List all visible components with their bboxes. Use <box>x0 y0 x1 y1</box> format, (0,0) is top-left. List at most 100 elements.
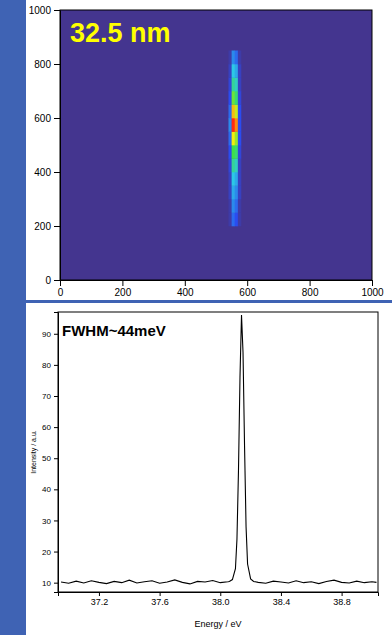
tick: 37.2 <box>91 592 109 607</box>
heatmap-cell <box>238 172 241 186</box>
heatmap-cell <box>232 159 235 173</box>
tick: 600 <box>239 280 256 298</box>
tick-mark <box>310 280 311 286</box>
tick-label: 800 <box>302 287 319 298</box>
heatmap-cell <box>228 145 231 159</box>
tick-label: 37.6 <box>151 597 169 607</box>
axis-line <box>54 313 59 593</box>
tick: 70 <box>42 392 58 401</box>
heatmap-cell <box>238 51 241 65</box>
heatmap-cell <box>238 132 241 146</box>
tick-label: 400 <box>34 167 51 178</box>
tick-mark <box>281 592 282 596</box>
tick-mark <box>54 520 58 521</box>
tick-mark <box>160 592 161 596</box>
y-axis: 102030405060708090 <box>42 313 58 593</box>
heatmap-cell <box>235 105 238 119</box>
tick: 50 <box>42 454 58 463</box>
tick-mark <box>122 280 123 286</box>
tick-mark <box>54 396 58 397</box>
tick: 200 <box>115 280 132 298</box>
axis-line <box>60 11 61 281</box>
heatmap-cell <box>238 213 241 227</box>
heatmap-cells <box>228 51 241 227</box>
tick: 30 <box>42 517 58 526</box>
tick-label: 37.2 <box>91 597 109 607</box>
tick: 38.4 <box>273 592 291 607</box>
tick: 38.0 <box>212 592 230 607</box>
heatmap-cell <box>228 51 231 65</box>
tick-label: 0 <box>58 287 64 298</box>
tick-label: 80 <box>42 361 51 370</box>
heatmap-cell <box>238 186 241 200</box>
tick-label: 20 <box>42 548 51 557</box>
y-axis: 0 200 400 600 800 1000 <box>29 5 61 286</box>
tick-mark <box>220 592 221 596</box>
heatmap-cell <box>238 145 241 159</box>
heatmap-cell <box>235 199 238 213</box>
tick-label: 70 <box>42 392 51 401</box>
heatmap-chart: 0 200 400 600 800 10000 200 400 600 800 1000 32.5 n… <box>26 0 392 300</box>
annotation: FWHM~44meV <box>62 322 166 339</box>
tick-mark <box>54 64 60 65</box>
y-axis-title: Intensity / a.u. <box>30 430 38 474</box>
tick: 0 <box>58 280 64 298</box>
figure: 020040060080010000200400600800100032.5 n… <box>0 0 392 635</box>
heatmap-cell <box>235 186 238 200</box>
tick-label: 800 <box>34 59 51 70</box>
heatmap-cell <box>232 132 235 146</box>
tick-label: 50 <box>42 454 51 463</box>
heatmap-cell <box>235 145 238 159</box>
tick: 200 <box>34 221 60 232</box>
tick-label: 38.8 <box>333 597 351 607</box>
tick-mark <box>54 172 60 173</box>
heatmap-cell <box>238 91 241 105</box>
tick-mark <box>247 280 248 286</box>
heatmap-cell <box>232 118 235 132</box>
heatmap-cell <box>232 145 235 159</box>
tick-label: 600 <box>34 113 51 124</box>
tick: 20 <box>42 548 58 557</box>
heatmap-cell <box>235 213 238 227</box>
detector-background <box>60 10 372 280</box>
heatmap-cell <box>232 105 235 119</box>
heatmap-cell <box>228 118 231 132</box>
tick-label: 600 <box>239 287 256 298</box>
tick-mark <box>54 10 60 11</box>
tick-mark <box>54 489 58 490</box>
heatmap-cell <box>235 159 238 173</box>
heatmap-cell <box>228 186 231 200</box>
tick-label: 38.0 <box>212 597 230 607</box>
heatmap-cell <box>228 91 231 105</box>
tick-mark <box>54 118 60 119</box>
tick-mark <box>54 427 58 428</box>
panel-background <box>26 0 392 300</box>
tick-label: 90 <box>42 330 51 339</box>
plot-frame <box>58 312 378 592</box>
heatmap-cell <box>232 91 235 105</box>
tick-mark <box>54 552 58 553</box>
tick: 90 <box>42 330 58 339</box>
tick: 80 <box>42 361 58 370</box>
x-axis: 37.2 37.6 38.0 38.4 38.8 <box>59 592 379 607</box>
tick-mark <box>54 280 60 281</box>
tick-mark <box>342 592 343 596</box>
tick-label: 38.4 <box>273 597 291 607</box>
tick-label: 10 <box>42 579 51 588</box>
tick-label: 1000 <box>29 5 52 16</box>
tick: 800 <box>302 280 319 298</box>
tick-label: 0 <box>45 275 51 286</box>
annotation: 32.5 nm <box>70 18 171 48</box>
heatmap-cell <box>238 64 241 78</box>
tick: 400 <box>177 280 194 298</box>
tick-mark <box>185 280 186 286</box>
heatmap-cell <box>235 132 238 146</box>
heatmap-cell <box>235 91 238 105</box>
x-axis: 02004006008001000 <box>58 280 384 298</box>
tick-mark <box>372 280 373 286</box>
tick-mark <box>54 458 58 459</box>
tick-mark <box>54 365 58 366</box>
tick-label: 40 <box>42 485 51 494</box>
heatmap-cell <box>232 172 235 186</box>
heatmap-cell <box>232 186 235 200</box>
